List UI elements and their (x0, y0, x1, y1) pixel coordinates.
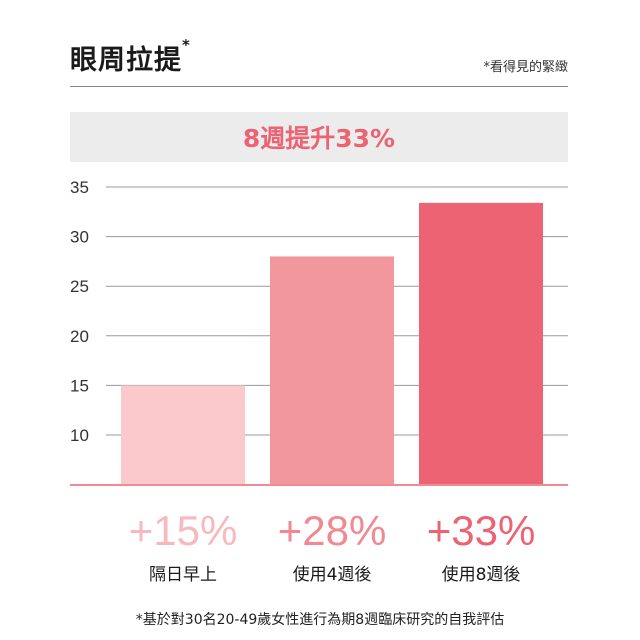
page-title: 眼周拉提* (70, 36, 191, 77)
category-label-3: 使用8週後 (442, 564, 521, 585)
y-tick-label-30: 30 (70, 228, 89, 247)
bar-2 (270, 256, 394, 485)
y-tick-label-20: 20 (70, 327, 89, 346)
y-tick-label-15: 15 (70, 376, 89, 395)
bar-1 (121, 385, 245, 485)
y-tick-label-10: 10 (70, 426, 89, 445)
value-label-3: +33% (427, 507, 536, 554)
study-footnote: *基於對30名20-49歲女性進行為期8週臨床研究的自我評估 (135, 612, 505, 628)
y-tick-label-35: 35 (70, 178, 89, 197)
category-label-2: 使用4週後 (293, 564, 372, 585)
value-label-1: +15% (129, 507, 238, 554)
visible-firming-note: *看得見的緊緻 (483, 60, 568, 75)
y-tick-label-25: 25 (70, 277, 89, 296)
header-divider (70, 86, 568, 87)
highlight-banner: 8週提升33% (70, 112, 568, 162)
title-text: 眼周拉提 (70, 45, 182, 76)
value-label-2: +28% (278, 507, 387, 554)
bar-3 (419, 202, 543, 485)
category-label-1: 隔日早上 (149, 565, 217, 585)
title-asterisk: * (182, 36, 191, 54)
